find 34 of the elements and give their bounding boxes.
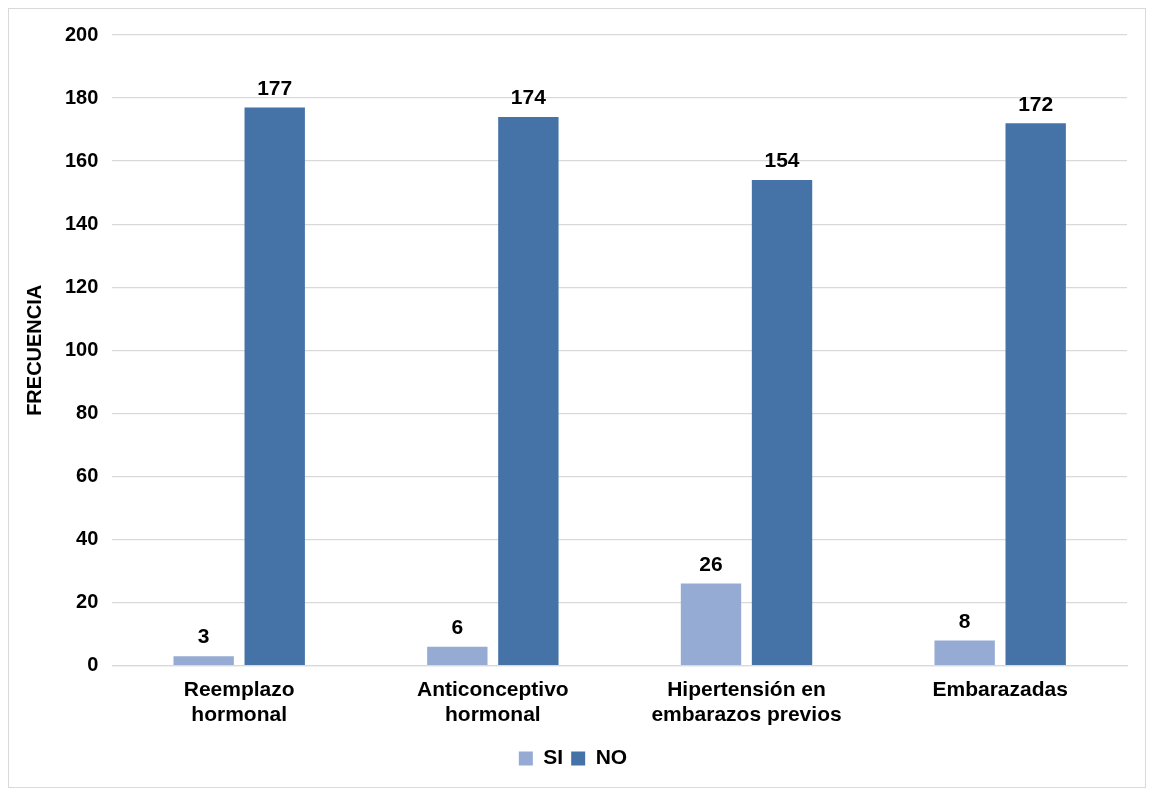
data-label: 174: [510, 85, 547, 109]
y-tick-label: 20: [76, 590, 99, 613]
data-label: 26: [699, 551, 723, 575]
data-label: 6: [451, 614, 464, 638]
bar: [244, 107, 305, 665]
x-tick-label: Reemplazo hormonal: [183, 677, 295, 726]
bar: [173, 656, 234, 665]
y-tick-label: 60: [76, 463, 99, 486]
data-label: 172: [1018, 91, 1054, 115]
y-tick-label: 40: [76, 527, 99, 549]
y-tick-label: 80: [76, 400, 99, 423]
data-label: 154: [764, 148, 800, 172]
legend-label: SI: [543, 745, 564, 769]
bar: [680, 583, 742, 665]
bar: [427, 646, 488, 665]
data-label: 3: [197, 624, 210, 648]
x-tick-label: Hipertensión en embarazos previos: [651, 677, 842, 726]
x-tick-label: Embarazadas: [932, 677, 1068, 700]
y-tick-label: 100: [64, 337, 99, 360]
y-tick-label: 200: [64, 22, 99, 45]
x-tick-label: Anticonceptivo hormonal: [417, 677, 569, 726]
y-tick-label: 120: [64, 274, 99, 297]
bar: [1005, 123, 1066, 665]
legend-label: NO: [595, 745, 628, 769]
bar: [751, 180, 813, 665]
data-label: 177: [257, 75, 293, 99]
y-tick-label: 140: [64, 211, 99, 234]
y-tick-label: 0: [87, 653, 99, 676]
bar: [498, 116, 559, 665]
y-tick-label: 160: [64, 148, 99, 171]
y-tick-label: 180: [64, 85, 99, 108]
data-label: 8: [958, 608, 971, 632]
bar: [934, 640, 995, 665]
y-axis-title: FRECUENCIA: [22, 284, 45, 416]
